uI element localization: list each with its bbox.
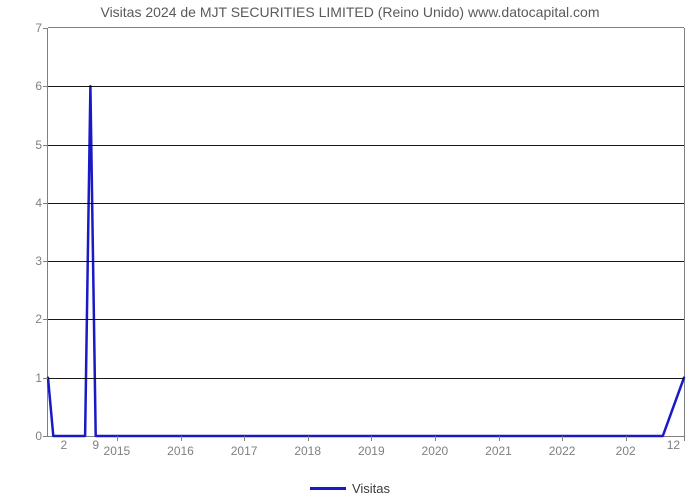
x-tick xyxy=(244,436,245,441)
y-tick-label: 6 xyxy=(35,79,42,93)
legend: Visitas xyxy=(0,478,700,496)
x-tick-label: 2021 xyxy=(485,444,512,458)
visits-line-chart: Visitas 2024 de MJT SECURITIES LIMITED (… xyxy=(0,0,700,500)
legend-label: Visitas xyxy=(352,481,390,496)
x-tick xyxy=(684,436,685,441)
y-tick-label: 5 xyxy=(35,138,42,152)
x-tick xyxy=(499,436,500,441)
y-tick-label: 0 xyxy=(35,429,42,443)
x-tick xyxy=(181,436,182,441)
chart-title: Visitas 2024 de MJT SECURITIES LIMITED (… xyxy=(0,4,700,20)
x-tick-label: 2020 xyxy=(422,444,449,458)
grid-line-y xyxy=(48,145,684,146)
y-tick xyxy=(43,378,48,379)
y-tick xyxy=(43,436,48,437)
inline-x-label: 9 xyxy=(92,438,99,452)
y-tick xyxy=(43,145,48,146)
x-tick xyxy=(435,436,436,441)
grid-line-y xyxy=(48,203,684,204)
y-tick-label: 2 xyxy=(35,312,42,326)
x-tick xyxy=(117,436,118,441)
y-tick-label: 7 xyxy=(35,21,42,35)
plot-border-right xyxy=(684,28,685,436)
y-tick-label: 1 xyxy=(35,371,42,385)
y-tick-label: 3 xyxy=(35,254,42,268)
x-tick-label: 2016 xyxy=(167,444,194,458)
legend-item-visitas: Visitas xyxy=(310,481,390,496)
y-tick xyxy=(43,261,48,262)
plot-area: 2912 xyxy=(48,28,684,436)
grid-line-y xyxy=(48,86,684,87)
y-tick xyxy=(43,28,48,29)
x-tick-label: 2018 xyxy=(294,444,321,458)
x-tick-label: 2017 xyxy=(231,444,258,458)
x-tick-label: 2015 xyxy=(104,444,131,458)
x-tick-label: 2019 xyxy=(358,444,385,458)
x-tick-label: 2022 xyxy=(549,444,576,458)
grid-line-y xyxy=(48,319,684,320)
grid-line-y xyxy=(48,261,684,262)
x-tick xyxy=(308,436,309,441)
y-tick xyxy=(43,203,48,204)
x-tick xyxy=(562,436,563,441)
y-tick xyxy=(43,319,48,320)
grid-line-y xyxy=(48,378,684,379)
series-line xyxy=(48,28,684,436)
inline-x-label: 2 xyxy=(61,438,68,452)
x-tick xyxy=(626,436,627,441)
legend-swatch xyxy=(310,487,346,490)
y-tick xyxy=(43,86,48,87)
inline-x-label: 12 xyxy=(667,438,680,452)
x-tick-label: 202 xyxy=(616,444,636,458)
x-tick xyxy=(371,436,372,441)
y-tick-label: 4 xyxy=(35,196,42,210)
